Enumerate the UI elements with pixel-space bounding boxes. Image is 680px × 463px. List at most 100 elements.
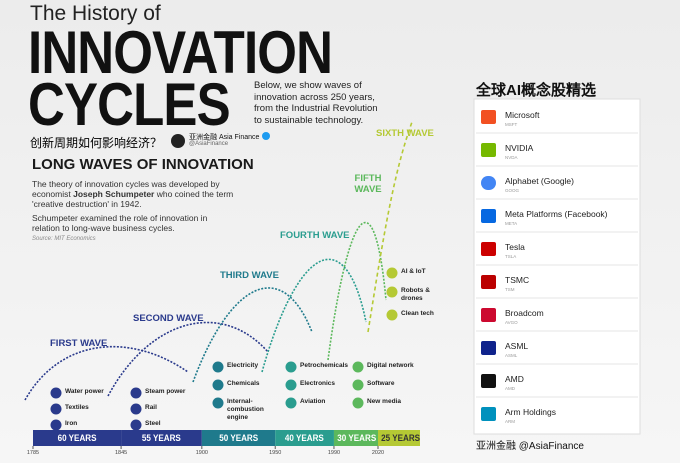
paragraph-part: who coined the term 'creative destructio… <box>32 189 234 209</box>
source: Source: MIT Economics <box>32 236 96 242</box>
item-icon <box>285 361 297 373</box>
company-ticker: AVGO <box>505 320 518 325</box>
company-name: ASML <box>505 341 529 351</box>
year-label: 1785 <box>26 450 40 456</box>
wave-arc <box>24 345 189 401</box>
title: INNOVATION <box>28 19 333 86</box>
company-logo <box>481 176 496 190</box>
wave-item: Rail <box>145 404 157 411</box>
company-ticker: TSLA <box>505 254 517 259</box>
wave-item: Textiles <box>65 404 89 411</box>
company-name: Arm Holdings <box>505 407 557 417</box>
wave-item: Iron <box>65 420 78 427</box>
wave-item: Clean tech <box>401 310 434 317</box>
timeline-segment <box>201 430 276 446</box>
wave-item: Steel <box>145 420 161 427</box>
wave-arc <box>107 321 269 397</box>
item-icon <box>285 397 297 409</box>
timeline-segment <box>333 430 378 446</box>
wave-arc <box>367 121 413 333</box>
paragraph-part: Joseph Schumpeter <box>73 189 155 199</box>
company-logo <box>481 242 496 256</box>
timeline-segment <box>33 430 122 446</box>
item-icon <box>386 267 398 279</box>
wave-item: Petrochemicals <box>300 362 349 369</box>
item-icon <box>50 419 62 431</box>
wave-item: Chemicals <box>227 380 260 387</box>
panel-footer: 亚洲金融 @AsiaFinance <box>476 441 584 452</box>
duration: 50 YEARS <box>219 433 258 444</box>
company-logo <box>481 374 496 388</box>
wave-item: New media <box>367 398 401 405</box>
item-icon <box>130 403 142 415</box>
company-ticker: TSM <box>505 287 515 292</box>
year-label: 1950 <box>269 450 282 456</box>
intro-heading: LONG WAVES OF INNOVATION <box>32 156 254 173</box>
title: CYCLES <box>28 71 231 138</box>
wave-label: FOURTH WAVE <box>280 230 350 241</box>
year-label: 1900 <box>195 450 208 456</box>
company-ticker: MSFT <box>505 122 518 127</box>
company-ticker: GOOG <box>505 188 520 193</box>
wave-item: Electricity <box>227 362 259 369</box>
item-icon <box>130 387 142 399</box>
company-logo <box>481 275 496 289</box>
wave-label: SIXTH WAVE <box>376 128 434 139</box>
wave-item: Software <box>367 380 395 387</box>
company-name: Alphabet (Google) <box>505 176 574 186</box>
company-name: Meta Platforms (Facebook) <box>505 209 608 219</box>
company-name: TSMC <box>505 275 530 285</box>
badge-name: 亚洲金融 Asia Finance <box>189 134 260 141</box>
wave-arc <box>327 221 387 361</box>
item-icon <box>352 379 364 391</box>
panel-box <box>473 98 641 435</box>
question: 创新周期如何影响经济？ <box>30 136 163 150</box>
company-logo <box>481 308 496 322</box>
badge-handle: @AsiaFinance <box>189 141 229 147</box>
company-name: NVIDIA <box>505 143 534 153</box>
company-ticker: ASML <box>505 353 518 358</box>
wave-arc <box>192 287 313 383</box>
badge-logo <box>171 134 185 148</box>
item-icon <box>386 286 398 298</box>
company-ticker: NVDA <box>505 155 518 160</box>
item-icon <box>50 403 62 415</box>
company-ticker: META <box>505 221 518 226</box>
paragraph-part: The theory of innovation cycles was deve… <box>32 179 220 199</box>
description: Below, we show waves of innovation acros… <box>254 80 378 126</box>
year-label: 2020 <box>371 450 385 456</box>
wave-label: FIFTH WAVE <box>354 173 382 195</box>
wave-item: Electronics <box>300 380 336 387</box>
badge-check <box>262 132 270 140</box>
item-icon <box>212 361 224 373</box>
timeline-segment <box>378 430 420 446</box>
wave-item: AI & IoT <box>401 268 426 275</box>
duration: 25 YEARS <box>381 433 421 444</box>
item-icon <box>212 379 224 391</box>
company-name: Tesla <box>505 242 525 252</box>
duration: 60 YEARS <box>57 433 97 444</box>
wave-item: Robots & drones <box>401 287 430 302</box>
company-logo <box>481 143 496 157</box>
company-logo <box>481 407 496 421</box>
wave-item: Internal-combustion engine <box>227 398 264 421</box>
wave-item: Steam power <box>145 388 186 395</box>
duration: 40 YEARS <box>285 433 325 444</box>
wave-item: Digital network <box>367 362 414 369</box>
company-name: Microsoft <box>505 110 540 120</box>
intro-paragraph: Schumpeter examined the role of innovati… <box>32 213 208 233</box>
kicker: The History of <box>30 2 161 25</box>
wave-label: THIRD WAVE <box>220 270 279 281</box>
company-logo <box>481 110 496 124</box>
item-icon <box>352 397 364 409</box>
intro-paragraph: The theory of innovation cycles was deve… <box>32 179 242 209</box>
company-ticker: AMD <box>505 386 515 391</box>
item-icon <box>352 361 364 373</box>
wave-arcs <box>24 121 413 401</box>
panel-title: 全球AI概念股精选 <box>476 82 597 99</box>
item-icon <box>285 379 297 391</box>
wave-label: FIRST WAVE <box>50 338 108 349</box>
duration: 55 YEARS <box>141 433 181 444</box>
year-label: 1845 <box>114 450 128 456</box>
